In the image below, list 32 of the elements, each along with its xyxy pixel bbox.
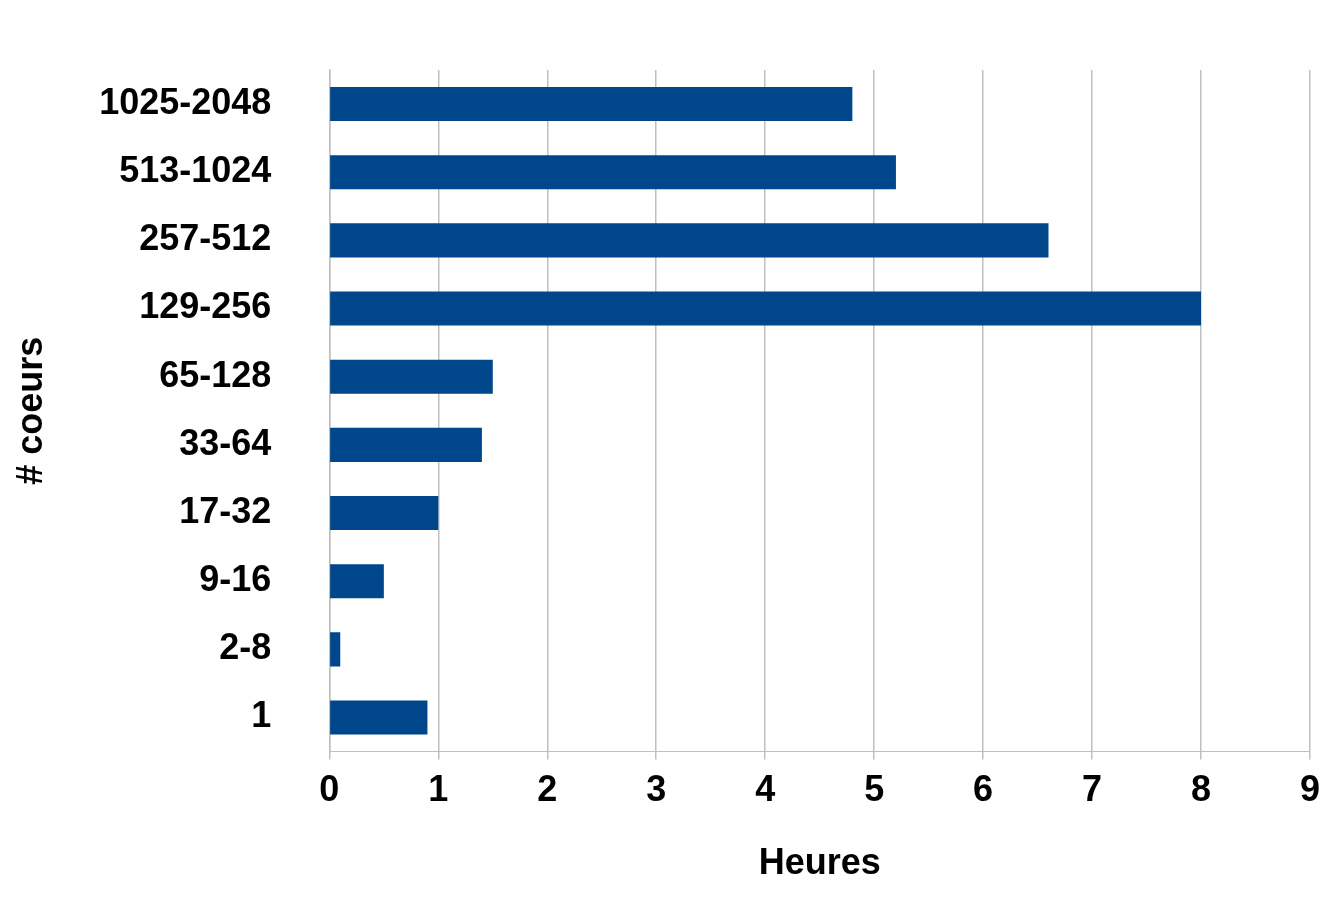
x-tick-label: 2 [537, 768, 558, 810]
bar [330, 291, 1202, 326]
y-axis-title: # coeurs [8, 336, 50, 485]
x-tick-label: 9 [1299, 768, 1320, 810]
y-tick-label: 129-256 [139, 285, 272, 327]
y-tick-label: 513-1024 [119, 149, 272, 191]
x-tick-label: 4 [755, 768, 776, 810]
y-tick-label: 33-64 [179, 421, 272, 463]
bar [330, 155, 896, 190]
x-tick-label: 6 [973, 768, 994, 810]
x-axis-title: Heures [758, 841, 881, 883]
bar [330, 223, 1049, 258]
bar [330, 700, 428, 735]
x-tick-label: 8 [1191, 768, 1212, 810]
x-tick-label: 7 [1082, 768, 1103, 810]
y-tick-label: 65-128 [159, 353, 272, 395]
bar [330, 427, 482, 462]
y-tick-label: 1025-2048 [99, 81, 272, 122]
bar [330, 359, 493, 394]
y-tick-label: 17-32 [179, 489, 272, 531]
y-tick-label: 2-8 [219, 626, 272, 668]
bar [330, 564, 384, 599]
bar [330, 496, 439, 531]
y-tick-label: 9-16 [199, 558, 272, 600]
x-tick-label: 0 [319, 768, 340, 810]
x-tick-label: 1 [428, 768, 449, 810]
x-tick-label: 5 [864, 768, 885, 810]
x-tick-label: 3 [646, 768, 667, 810]
bar [330, 632, 341, 667]
y-tick-label: 1 [251, 694, 272, 736]
y-tick-label: 257-512 [139, 217, 272, 259]
bar [330, 87, 853, 122]
